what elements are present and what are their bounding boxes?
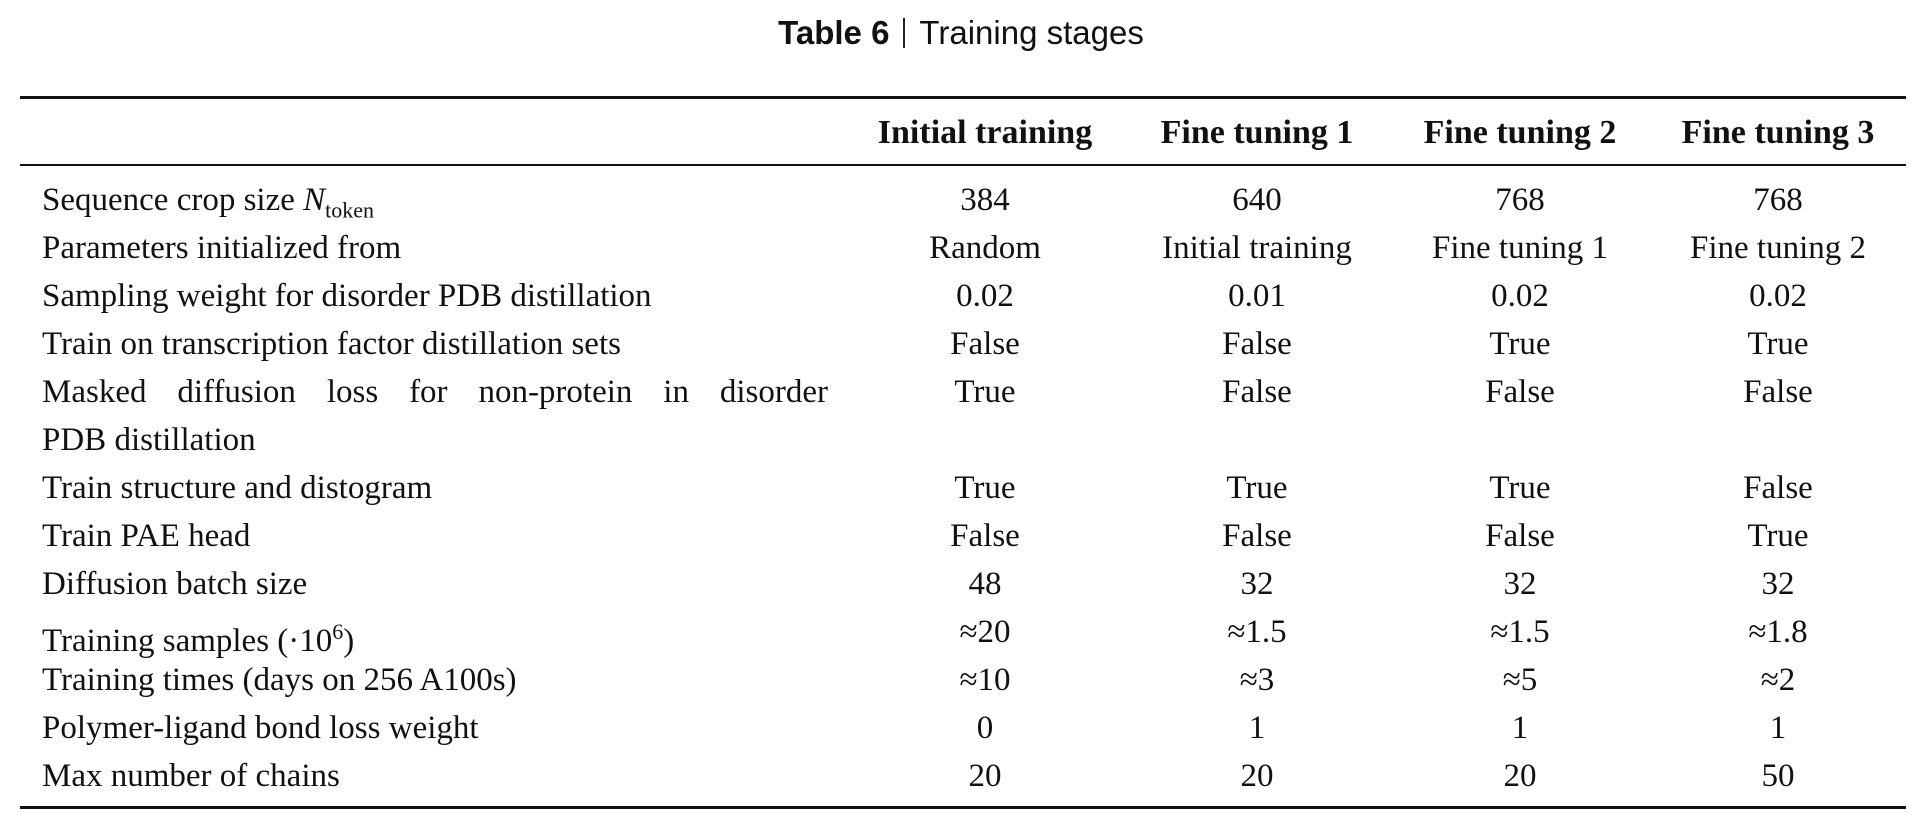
table-cell: ≈1.5 xyxy=(1227,614,1287,650)
table-cell: 1 xyxy=(1248,710,1266,746)
table-cell: True xyxy=(954,374,1016,410)
table-cell: 20 xyxy=(1503,758,1537,794)
table-cell: Fine tuning 1 xyxy=(1431,230,1608,266)
table-title: Training stages xyxy=(919,14,1144,51)
table-row: Masked diffusion loss for non-protein in… xyxy=(0,368,1922,464)
table-row: Max number of chains 20 20 20 50 xyxy=(0,752,1922,800)
table-row: Diffusion batch size 48 32 32 32 xyxy=(0,560,1922,608)
table-cell: 32 xyxy=(1503,566,1537,602)
table-cell: True xyxy=(1747,518,1809,554)
row-label: Train on transcription factor distillati… xyxy=(42,326,621,362)
table-cell: ≈5 xyxy=(1502,662,1538,698)
table-cell: 640 xyxy=(1232,182,1282,218)
table-cell: 0.02 xyxy=(956,278,1014,314)
table-cell: False xyxy=(950,518,1020,554)
table-row: Parameters initialized from Random Initi… xyxy=(0,224,1922,272)
table-cell: 48 xyxy=(968,566,1002,602)
table-cell: False xyxy=(1222,518,1292,554)
column-header-fine-tuning-2: Fine tuning 2 xyxy=(1423,114,1617,151)
table-cell: ≈3 xyxy=(1239,662,1275,698)
column-header-fine-tuning-3: Fine tuning 3 xyxy=(1681,114,1875,151)
table-cell: ≈1.8 xyxy=(1748,614,1808,650)
table-cell: Initial training xyxy=(1162,230,1352,266)
table-cell: ≈10 xyxy=(959,662,1011,698)
table-cell: True xyxy=(1489,326,1551,362)
table-row: Training samples (·106) ≈20 ≈1.5 ≈1.5 ≈1… xyxy=(0,608,1922,659)
table-cell: False xyxy=(1485,374,1555,410)
table-cell: 32 xyxy=(1761,566,1795,602)
row-label: Parameters initialized from xyxy=(42,230,402,266)
table-row: Train structure and distogram True True … xyxy=(0,464,1922,512)
table-cell: True xyxy=(1747,326,1809,362)
table-cell: True xyxy=(1226,470,1288,506)
row-label: Training times (days on 256 A100s) xyxy=(42,662,517,698)
table-cell: 1 xyxy=(1511,710,1529,746)
table-cell: Fine tuning 2 xyxy=(1689,230,1866,266)
table-cell: 768 xyxy=(1495,182,1545,218)
table-caption: Table 6 Training stages xyxy=(0,14,1922,52)
table-cell: 0 xyxy=(976,710,994,746)
row-label: Train PAE head xyxy=(42,518,251,554)
row-label: Training samples (·106) xyxy=(42,619,355,659)
table-row: Training times (days on 256 A100s) ≈10 ≈… xyxy=(0,656,1922,704)
row-label: Max number of chains xyxy=(42,758,340,794)
table-bottom-rule xyxy=(20,806,1906,809)
table-row: Polymer-ligand bond loss weight 0 1 1 1 xyxy=(0,704,1922,752)
table-cell: True xyxy=(954,470,1016,506)
table-cell: 384 xyxy=(960,182,1010,218)
table-cell: ≈2 xyxy=(1760,662,1796,698)
table-header-rule xyxy=(20,164,1906,166)
table-row: Train on transcription factor distillati… xyxy=(0,320,1922,368)
table-row: Sampling weight for disorder PDB distill… xyxy=(0,272,1922,320)
column-header-initial-training: Initial training xyxy=(877,114,1093,151)
table-cell: 20 xyxy=(968,758,1002,794)
row-label: Masked diffusion loss for non-protein in… xyxy=(42,374,828,458)
caption-separator xyxy=(903,18,906,48)
table-cell: ≈20 xyxy=(959,614,1011,650)
table-cell: Random xyxy=(929,230,1041,266)
table-cell: 1 xyxy=(1769,710,1787,746)
column-header-fine-tuning-1: Fine tuning 1 xyxy=(1160,114,1354,151)
row-label: Sampling weight for disorder PDB distill… xyxy=(42,278,652,314)
table-cell: 0.02 xyxy=(1491,278,1549,314)
table-cell: False xyxy=(950,326,1020,362)
table-cell: False xyxy=(1743,374,1813,410)
table-row: Train PAE head False False False True xyxy=(0,512,1922,560)
table-cell: ≈1.5 xyxy=(1490,614,1550,650)
table-cell: 0.02 xyxy=(1749,278,1807,314)
table-cell: 20 xyxy=(1240,758,1274,794)
table-cell: 50 xyxy=(1761,758,1795,794)
table-cell: False xyxy=(1222,374,1292,410)
row-label: Sequence crop size Ntoken xyxy=(42,182,375,223)
table-cell: False xyxy=(1743,470,1813,506)
table-cell: False xyxy=(1485,518,1555,554)
table-cell: True xyxy=(1489,470,1551,506)
table-number: Table 6 xyxy=(778,14,890,51)
table-top-rule xyxy=(20,96,1906,99)
row-label: Diffusion batch size xyxy=(42,566,308,602)
row-label: Train structure and distogram xyxy=(42,470,433,506)
table-row: Sequence crop size Ntoken 384 640 768 76… xyxy=(0,176,1922,224)
table-cell: 32 xyxy=(1240,566,1274,602)
table-cell: 768 xyxy=(1753,182,1803,218)
table-cell: False xyxy=(1222,326,1292,362)
table-cell: 0.01 xyxy=(1228,278,1286,314)
row-label: Polymer-ligand bond loss weight xyxy=(42,710,479,746)
